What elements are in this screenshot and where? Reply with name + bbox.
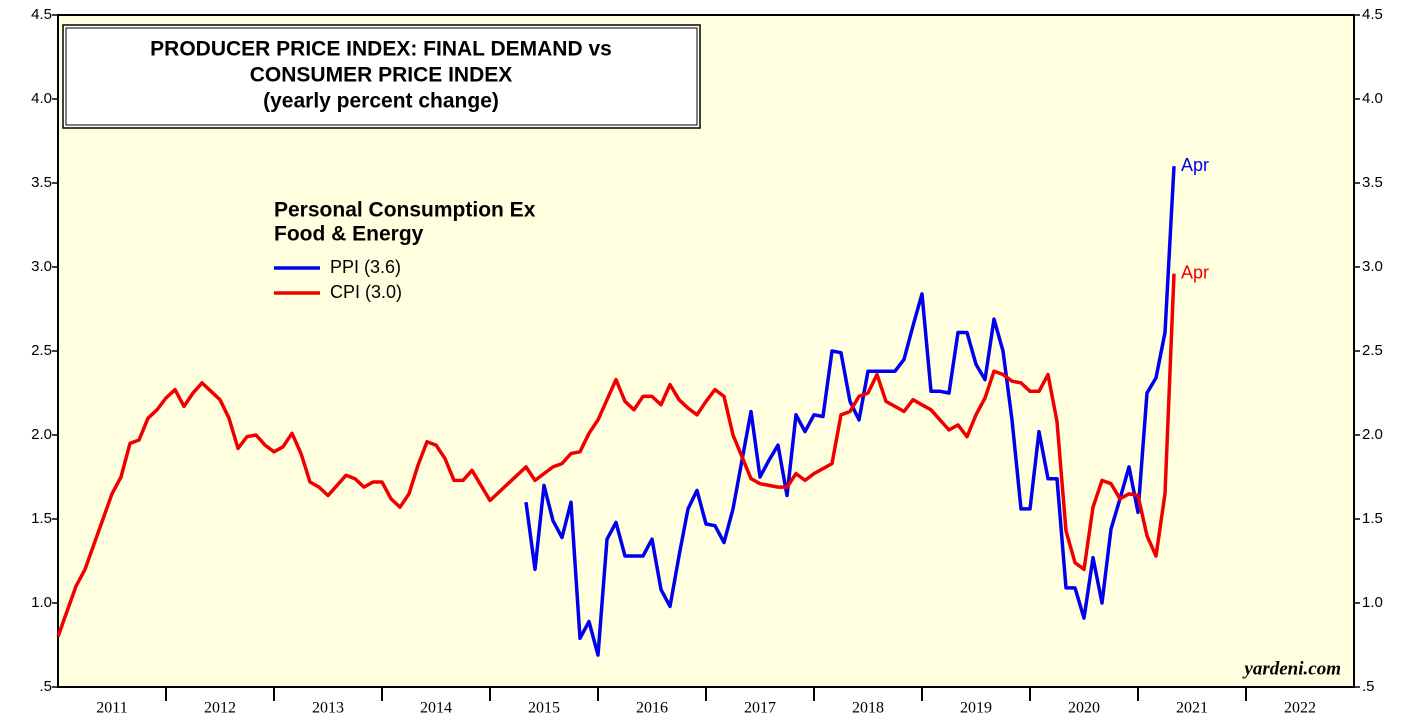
series-line [524,166,1176,657]
end-label: Apr [1181,155,1209,175]
title-box-inner [65,27,698,126]
title-line: CONSUMER PRICE INDEX [250,64,513,87]
x-tick-label: 2017 [744,700,776,717]
x-tick-label: 2020 [1068,700,1100,717]
y-tick-label: 2.0 [31,426,52,443]
y-tick-label-right: 1.5 [1362,510,1383,527]
legend-label: PPI (3.6) [330,257,401,277]
end-label: Apr [1181,262,1209,282]
y-tick-label-right: 2.0 [1362,426,1383,443]
y-tick-label-right: 2.5 [1362,342,1383,359]
y-tick-label-right: .5 [1362,678,1375,695]
x-tick-label: 2012 [204,700,236,717]
legend-title: Personal Consumption Ex [274,199,536,222]
y-tick-label-right: 1.0 [1362,594,1383,611]
legend-title: Food & Energy [274,223,424,246]
x-tick-label: 2016 [636,700,668,717]
y-tick-label: 4.5 [31,6,52,23]
y-tick-label: 4.0 [31,90,52,107]
title-line: (yearly percent change) [263,90,499,113]
y-tick-label-right: 3.5 [1362,174,1383,191]
series-line [56,273,1176,638]
x-tick-label: 2014 [420,700,452,717]
source: yardeni.com [1242,658,1341,679]
y-tick-label-right: 3.0 [1362,258,1383,275]
y-tick-label: 2.5 [31,342,52,359]
y-tick-label-right: 4.0 [1362,90,1383,107]
y-tick-label: 3.0 [31,258,52,275]
y-tick-label: 3.5 [31,174,52,191]
y-tick-label: 1.0 [31,594,52,611]
y-tick-label: 1.5 [31,510,52,527]
legend-label: CPI (3.0) [330,282,402,302]
x-tick-label: 2021 [1176,700,1208,717]
x-tick-label: 2013 [312,700,344,717]
x-tick-label: 2019 [960,700,992,717]
x-tick-label: 2018 [852,700,884,717]
y-tick-label: .5 [39,678,52,695]
x-tick-label: 2022 [1284,700,1316,717]
x-tick-label: 2011 [96,700,127,717]
title-line: PRODUCER PRICE INDEX: FINAL DEMAND vs [150,38,612,61]
x-tick-label: 2015 [528,700,560,717]
y-tick-label-right: 4.5 [1362,6,1383,23]
title-box [62,24,701,129]
